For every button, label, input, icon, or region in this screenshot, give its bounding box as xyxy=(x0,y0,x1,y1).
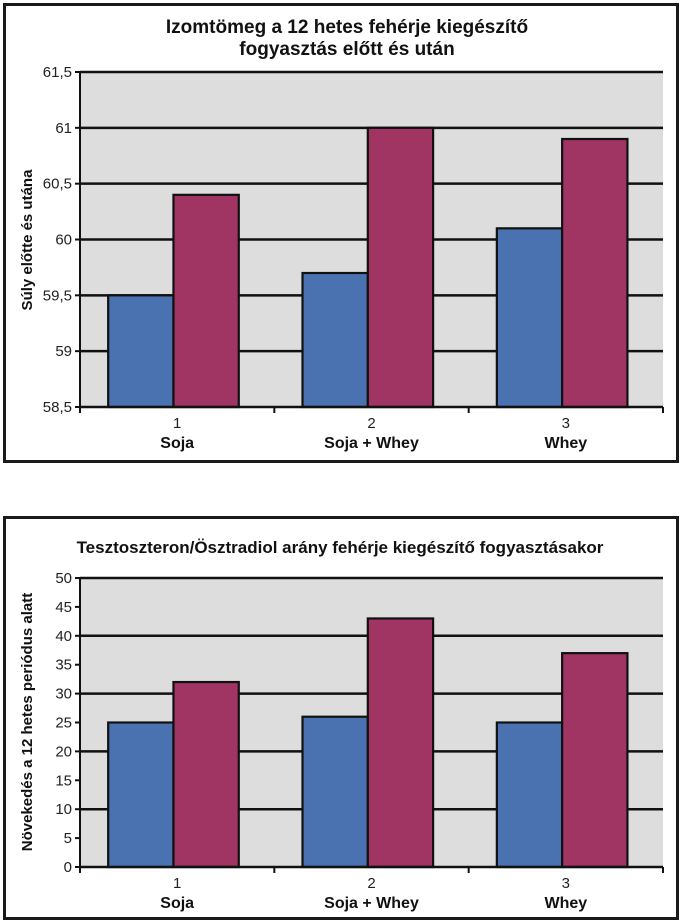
chart2-bar-before-1 xyxy=(107,721,175,869)
chart1-y-tick-label: 60,5 xyxy=(43,176,72,193)
chart1-y-tick-label: 59,5 xyxy=(43,287,72,304)
chart2-x-category-label: Whey xyxy=(544,895,587,912)
chart1-y-axis-label: Súly előtte és utána xyxy=(19,169,36,311)
chart2-bar-after-1 xyxy=(172,680,240,869)
chart2-y-tick-label: 35 xyxy=(55,657,72,674)
chart2-y-axis-label: Növekedés a 12 hetes periódus alatt xyxy=(19,593,36,851)
chart1-y-tick-label: 58,5 xyxy=(43,399,72,416)
chart2-y-tick-label: 0 xyxy=(64,859,72,876)
chart1-y-tick-label: 59 xyxy=(55,343,72,360)
chart1-title-line2: fogyasztás előtt és után xyxy=(239,39,454,60)
chart2-x-category-label: Soja xyxy=(160,895,194,912)
chart1-bar-before-3 xyxy=(495,227,564,409)
chart1-y-tick-label: 61,5 xyxy=(43,64,72,81)
chart2-bar-after-2 xyxy=(366,617,435,869)
chart2-y-tick-label: 15 xyxy=(55,772,72,789)
chart2-y-tick-label: 25 xyxy=(55,715,72,732)
chart1-bar-after-2 xyxy=(366,126,435,409)
chart2-y-tick-label: 40 xyxy=(55,628,72,645)
chart2-x-category-label: Soja + Whey xyxy=(324,895,419,912)
chart2-y-tick-label: 5 xyxy=(64,830,72,847)
chart1-x-category-label: Soja xyxy=(160,435,194,452)
chart1-x-category-label: Soja + Whey xyxy=(324,435,419,452)
chart2-y-tick-label: 20 xyxy=(55,743,72,760)
chart2-title: Tesztoszteron/Ösztradiol arány fehérje k… xyxy=(77,538,604,557)
chart2-y-tick-label: 50 xyxy=(55,570,72,587)
chart2-x-tick-number: 1 xyxy=(173,875,181,892)
chart1-x-tick-number: 3 xyxy=(562,415,570,432)
chart1-title-line1: Izomtömeg a 12 hetes fehérje kiegészítő xyxy=(166,17,528,38)
chart2-bar-before-2 xyxy=(301,715,369,869)
chart1-y-tick-label: 61 xyxy=(55,120,72,137)
chart1-bar-after-3 xyxy=(561,137,629,409)
chart1-bar-before-2 xyxy=(301,271,369,409)
chart2-y-tick-label: 10 xyxy=(55,801,72,818)
chart1-x-category-label: Whey xyxy=(544,435,587,452)
chart2-plot: 0 5 10 15 20 25 30 35 40 45 50 1 Soja 2 Soja + Whey 3 Wh… xyxy=(55,570,664,912)
chart2-x-tick-number: 2 xyxy=(367,875,375,892)
chart1-x-tick-number: 2 xyxy=(367,415,375,432)
chart2-bar-before-3 xyxy=(495,721,564,869)
chart2-x-tick-number: 3 xyxy=(562,875,570,892)
chart1-x-tick-number: 1 xyxy=(173,415,181,432)
chart2-bar-after-3 xyxy=(561,652,629,869)
chart2-y-tick-label: 30 xyxy=(55,686,72,703)
chart1-y-tick-label: 60 xyxy=(55,232,72,249)
chart2-y-tick-label: 45 xyxy=(55,599,72,616)
chart1-bar-before-1 xyxy=(107,294,175,409)
chart1-plot: 58,5 59 59,5 60 60,5 61 61,5 1 Soja 2 Soja + Whey 3… xyxy=(43,64,664,452)
chart1-bar-after-1 xyxy=(172,193,240,409)
